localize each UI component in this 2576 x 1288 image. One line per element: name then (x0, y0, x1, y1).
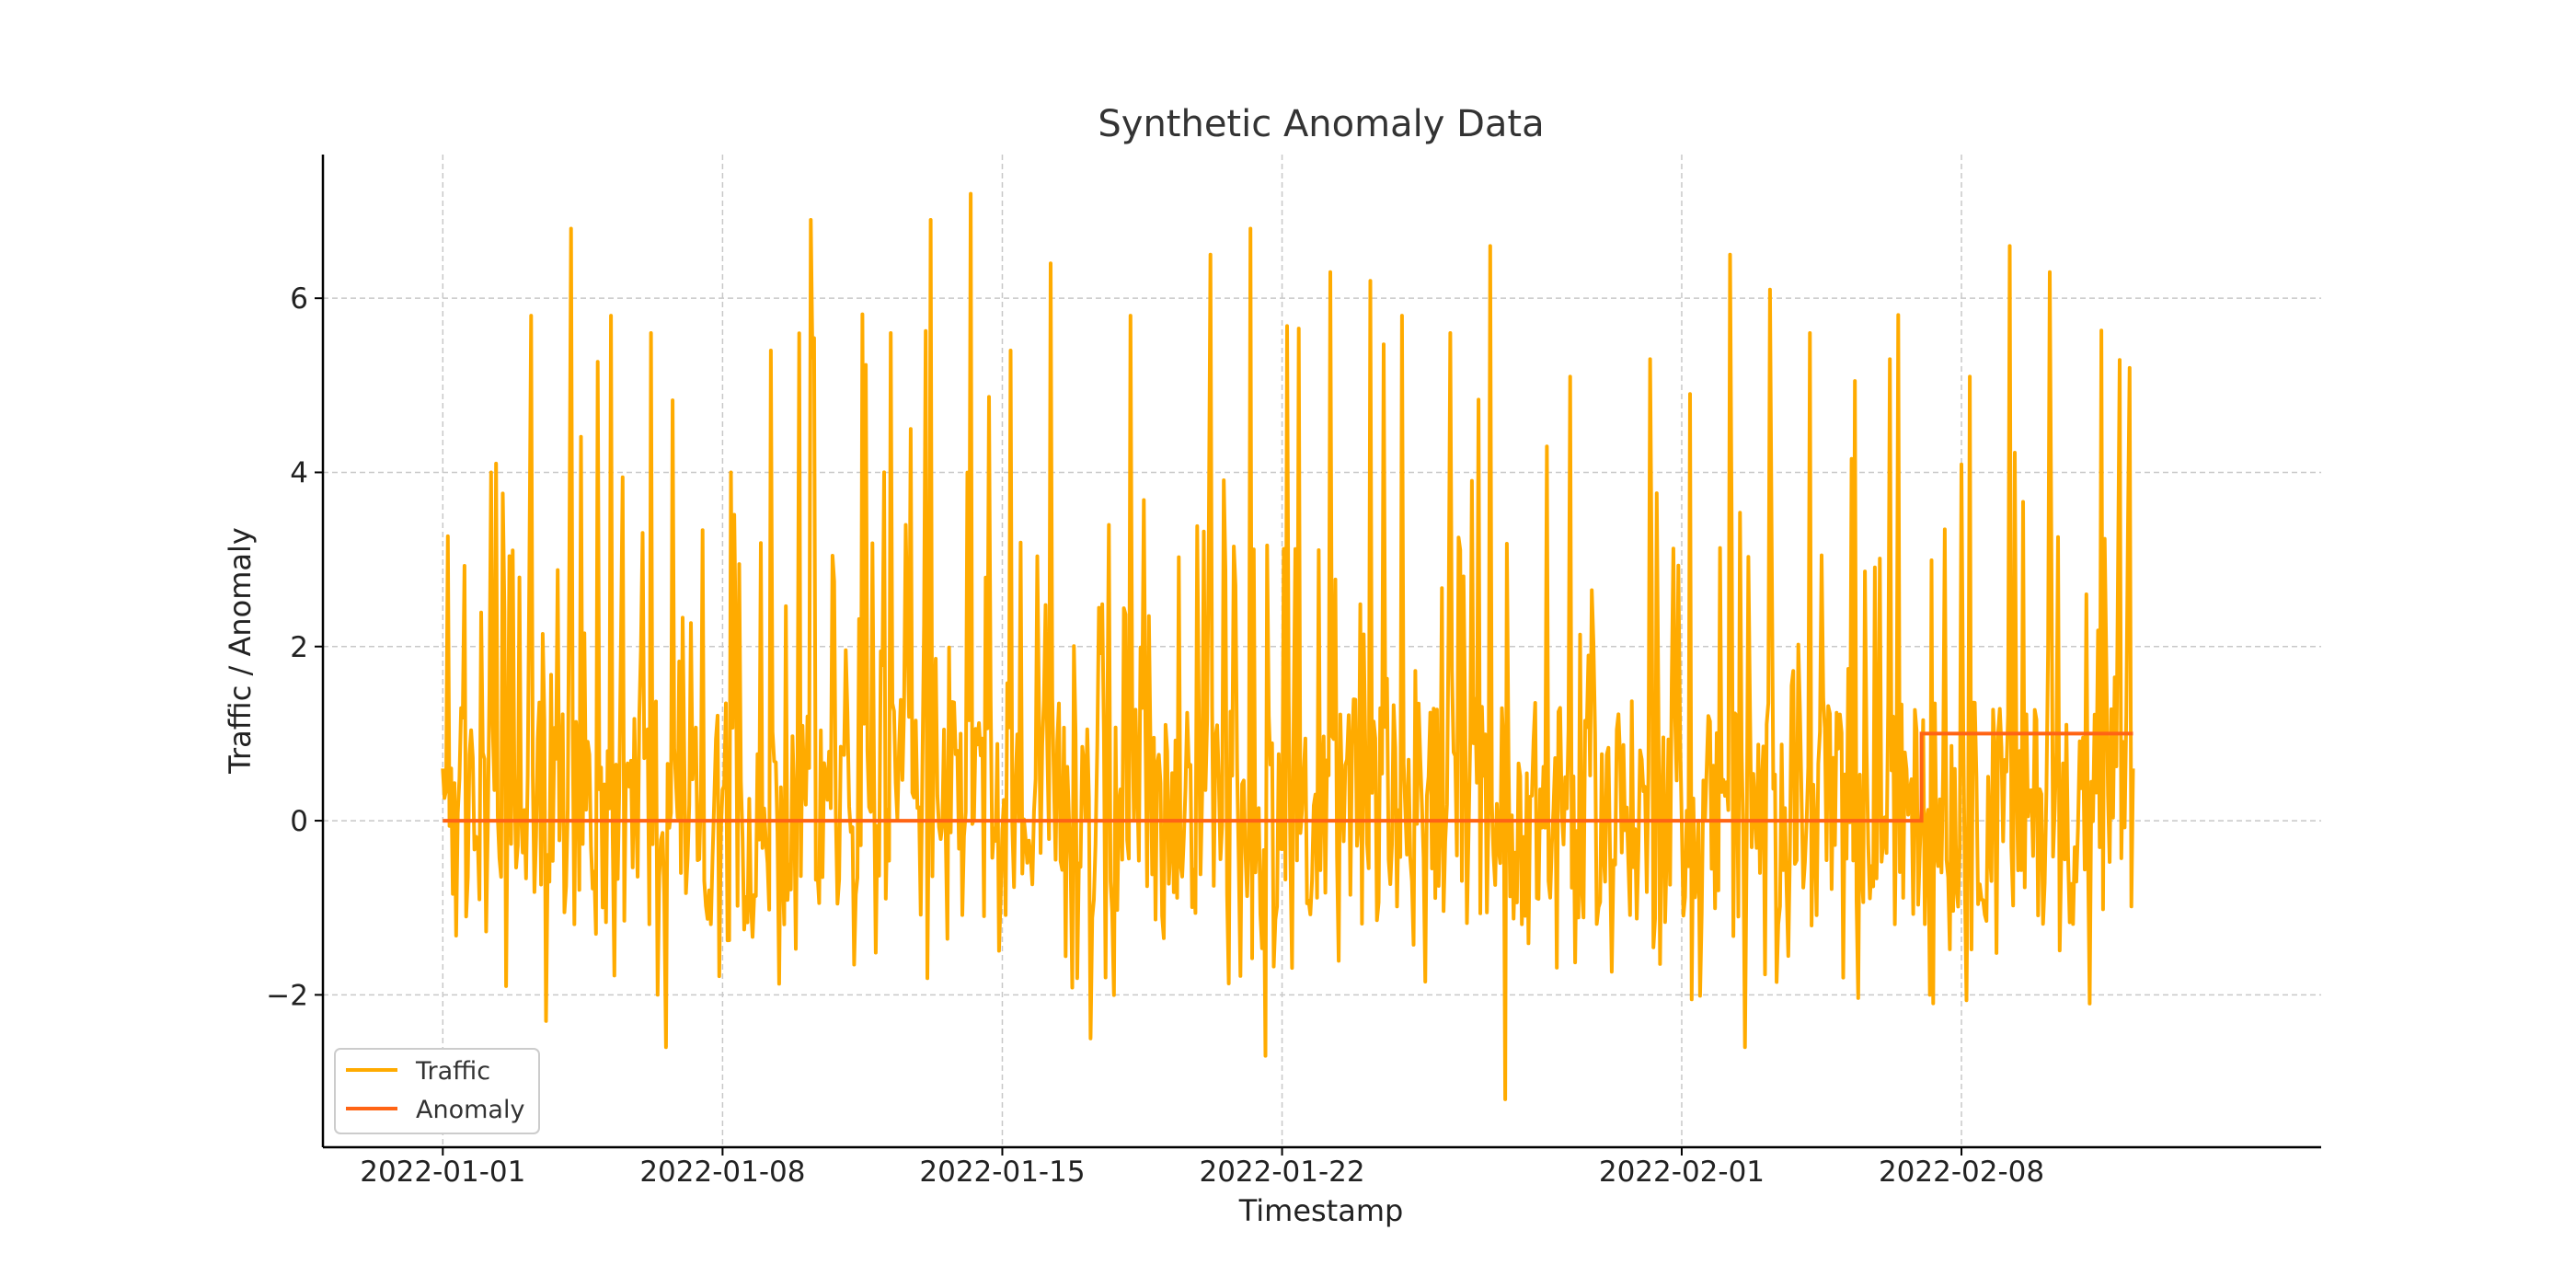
traffic-line (441, 191, 2135, 1101)
x-tick-label: 2022-01-15 (919, 1156, 1085, 1189)
legend: Traffic Anomaly (334, 1048, 540, 1134)
x-tick-label: 2022-01-08 (639, 1156, 805, 1189)
y-tick-label: 4 (290, 456, 308, 489)
y-tick-label: −2 (266, 979, 308, 1012)
legend-label-traffic: Traffic (415, 1057, 490, 1086)
y-tick-label: 2 (290, 631, 308, 664)
series-layer (441, 191, 2135, 1101)
x-ticks: 2022-01-01 2022-01-08 2022-01-15 2022-01-22… (360, 1147, 2044, 1189)
x-tick-label: 2022-02-01 (1599, 1156, 1765, 1189)
y-ticks: −2 0 2 4 6 (266, 282, 323, 1012)
y-axis-label: Traffic / Anomaly (223, 527, 258, 775)
x-tick-label: 2022-02-08 (1879, 1156, 2044, 1189)
y-tick-label: 6 (290, 282, 308, 316)
legend-label-anomaly: Anomaly (416, 1096, 524, 1124)
y-tick-label: 0 (290, 805, 308, 838)
x-axis-label: Timestamp (1238, 1193, 1404, 1228)
chart-title: Synthetic Anomaly Data (1098, 103, 1544, 145)
x-tick-label: 2022-01-22 (1199, 1156, 1364, 1189)
x-tick-label: 2022-01-01 (360, 1156, 525, 1189)
anomaly-line (443, 731, 2133, 823)
